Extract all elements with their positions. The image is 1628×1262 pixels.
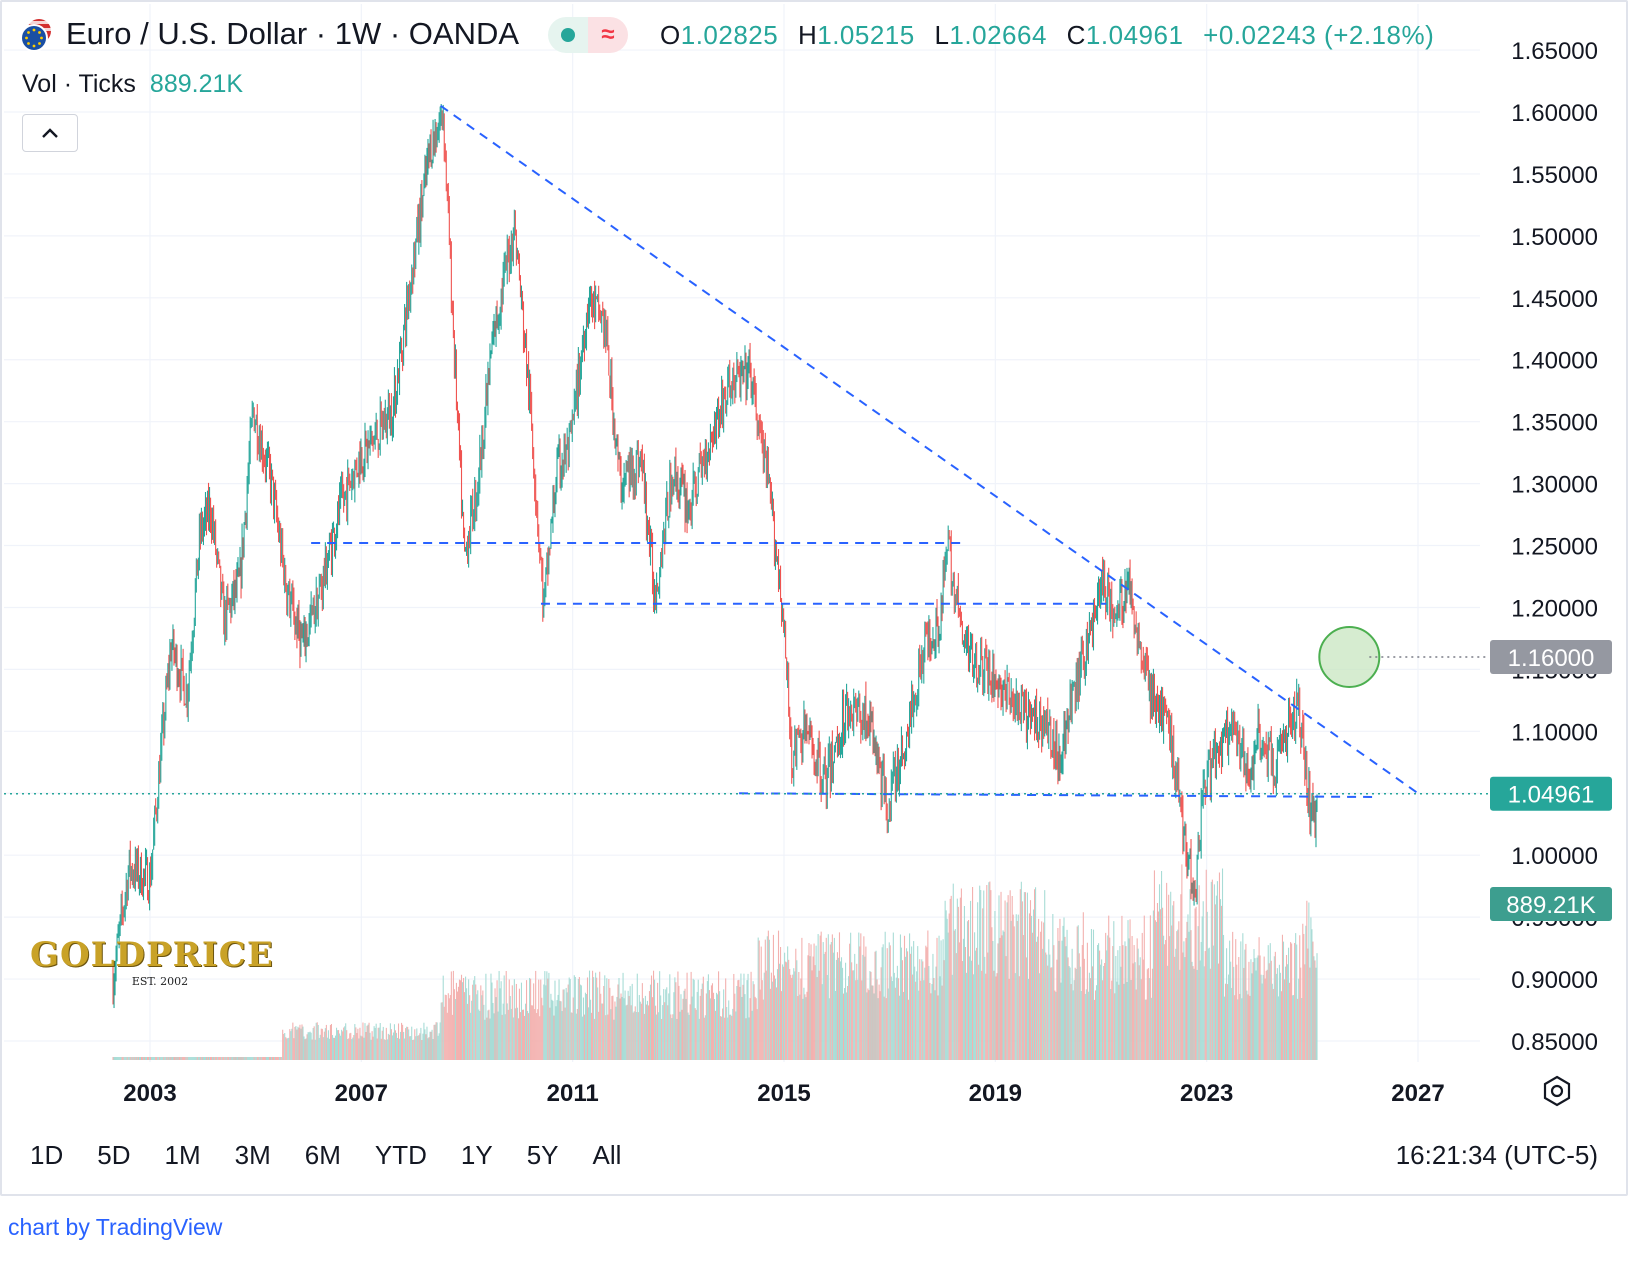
candle-series xyxy=(112,104,1318,1009)
y-tick-label: 1.00000 xyxy=(1511,843,1598,870)
horizontal-support-line xyxy=(739,792,1376,798)
delayed-data-icon: ≈ xyxy=(588,17,628,53)
descending-trendline xyxy=(440,104,1419,795)
target-price-tag-bg xyxy=(1490,640,1612,675)
range-button-1d[interactable]: 1D xyxy=(30,1140,64,1170)
range-button-6m[interactable]: 6M xyxy=(304,1140,341,1170)
low-value: 1.02664 xyxy=(949,20,1047,50)
change-value: +0.02243 (+2.18%) xyxy=(1203,20,1435,50)
x-tick-label: 2015 xyxy=(757,1080,810,1107)
gear-icon[interactable] xyxy=(1540,1074,1574,1108)
range-button-5y[interactable]: 5Y xyxy=(526,1140,559,1170)
y-tick-label: 1.40000 xyxy=(1511,348,1598,375)
last-price-tag-bg xyxy=(1490,776,1612,811)
chart-grid xyxy=(4,4,1480,1062)
volume-label: Vol · Ticks xyxy=(22,70,136,98)
range-button-all[interactable]: All xyxy=(592,1140,622,1170)
target-circle xyxy=(1318,626,1381,689)
logo-text: GOLDPRICE xyxy=(30,935,274,975)
target-price-tag: 1.16000 xyxy=(1490,640,1612,675)
market-open-indicator xyxy=(548,17,588,53)
y-tick-label: 1.35000 xyxy=(1511,410,1598,437)
volume-bars xyxy=(112,864,1318,1060)
chevron-up-icon xyxy=(42,128,58,138)
y-tick-label: 1.10000 xyxy=(1511,719,1598,746)
range-button-5d[interactable]: 5D xyxy=(97,1140,131,1170)
last-price-tag-text: 1.04961 xyxy=(1508,782,1595,809)
y-tick-label: 0.85000 xyxy=(1511,1029,1598,1056)
chart-frame xyxy=(0,0,1628,1196)
y-tick-label: 1.60000 xyxy=(1511,100,1598,127)
date-range-bar: 1D 5D 1M 3M 6M YTD 1Y 5Y All xyxy=(30,1140,655,1171)
range-button-1m[interactable]: 1M xyxy=(164,1140,201,1170)
market-status-pill[interactable]: ≈ xyxy=(548,17,628,53)
range-button-1y[interactable]: 1Y xyxy=(460,1140,493,1170)
ohlc-legend: O1.02825 H1.05215 L1.02664 C1.04961 +0.0… xyxy=(660,20,1434,51)
eu-us-flag-icon xyxy=(20,19,51,52)
x-tick-label: 2011 xyxy=(547,1080,599,1107)
open-value: 1.02825 xyxy=(680,20,779,50)
y-tick-label: 1.45000 xyxy=(1511,286,1598,313)
high-label: H xyxy=(797,20,818,50)
x-tick-label: 2003 xyxy=(123,1080,176,1107)
last-price-tag: 1.04961 xyxy=(1490,776,1612,811)
close-label: C xyxy=(1066,20,1086,50)
session-clock[interactable]: 16:21:34 (UTC-5) xyxy=(1395,1140,1598,1170)
range-button-3m[interactable]: 3M xyxy=(234,1140,271,1170)
y-tick-label: 0.90000 xyxy=(1511,967,1598,994)
volume-value: 889.21K xyxy=(149,70,244,98)
y-tick-label: 1.50000 xyxy=(1511,224,1598,251)
symbol-title[interactable]: Euro / U.S. Dollar · 1W · OANDA xyxy=(66,16,520,51)
range-button-ytd[interactable]: YTD xyxy=(374,1140,427,1170)
y-tick-label: 1.20000 xyxy=(1511,595,1598,622)
x-tick-label: 2027 xyxy=(1391,1080,1444,1107)
volume-legend: Vol · Ticks 889.21K xyxy=(22,70,243,99)
time-axis: 2003 2007 2011 2015 2019 2023 2027 xyxy=(123,1080,1444,1107)
price-labels: 1.16000 1.04961 889.21K xyxy=(1490,640,1612,921)
volume-price-tag: 889.21K xyxy=(1490,887,1612,921)
logo-est: EST. 2002 xyxy=(131,975,189,988)
volume-price-tag-bg xyxy=(1490,887,1612,921)
y-tick-label: 1.65000 xyxy=(1511,38,1598,65)
collapse-legend-button[interactable] xyxy=(22,114,78,152)
goldprice-logo: GOLDPRICE EST. 2002 xyxy=(30,935,300,988)
open-label: O xyxy=(660,20,681,50)
y-tick-label: 1.30000 xyxy=(1511,472,1598,499)
x-tick-label: 2007 xyxy=(335,1080,388,1107)
high-value: 1.05215 xyxy=(817,20,915,50)
x-tick-label: 2023 xyxy=(1180,1080,1233,1107)
target-price-tag-text: 1.16000 xyxy=(1508,645,1595,672)
x-tick-label: 2019 xyxy=(969,1080,1022,1107)
drawing-tools xyxy=(4,104,1490,798)
status-dot-icon xyxy=(561,28,575,42)
tradingview-credit-link[interactable]: chart by TradingView xyxy=(8,1214,223,1240)
y-tick-label: 1.55000 xyxy=(1511,162,1598,189)
y-tick-label: 1.25000 xyxy=(1511,534,1598,561)
close-value: 1.04961 xyxy=(1085,20,1184,50)
low-label: L xyxy=(934,20,950,50)
volume-price-tag-text: 889.21K xyxy=(1506,892,1595,919)
